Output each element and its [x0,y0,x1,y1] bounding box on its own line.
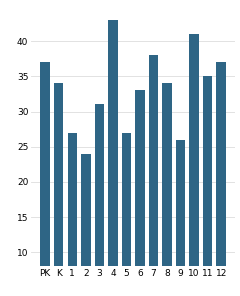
Bar [41,62,50,296]
Bar [67,133,77,296]
Bar [189,34,199,296]
Bar [95,104,104,296]
Bar [203,76,212,296]
Bar [81,154,90,296]
Bar [149,55,158,296]
Bar [216,62,226,296]
Bar [122,133,131,296]
Bar [54,83,64,296]
Bar [176,140,185,296]
Bar [135,90,145,296]
Bar [108,20,118,296]
Bar [162,83,172,296]
